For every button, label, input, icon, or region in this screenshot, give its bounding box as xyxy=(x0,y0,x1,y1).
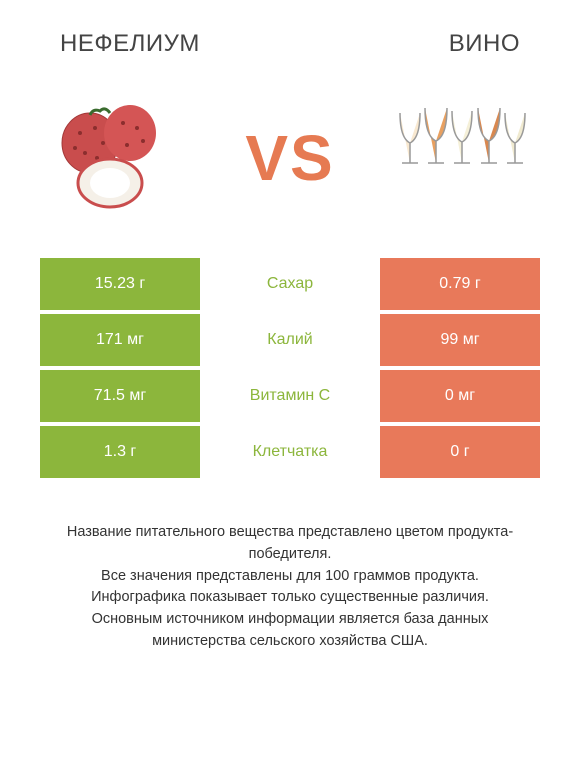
right-product-title: ВИНО xyxy=(449,30,520,58)
table-row: 71.5 мг Витамин C 0 мг xyxy=(40,370,540,422)
footer-line: Все значения представлены для 100 граммо… xyxy=(45,566,535,588)
nutrient-name: Калий xyxy=(200,314,380,366)
footer-line: Название питательного вещества представл… xyxy=(45,522,535,566)
left-value: 71.5 мг xyxy=(40,370,200,422)
table-row: 1.3 г Клетчатка 0 г xyxy=(40,426,540,478)
header: НЕФЕЛИУМ ВИНО xyxy=(0,0,580,78)
left-value: 171 мг xyxy=(40,314,200,366)
vs-label: VS xyxy=(245,121,334,195)
nutrient-name: Клетчатка xyxy=(200,426,380,478)
nutrient-name: Витамин C xyxy=(200,370,380,422)
left-value: 15.23 г xyxy=(40,258,200,310)
footer-line: Инфографика показывает только существенн… xyxy=(45,587,535,609)
left-product-title: НЕФЕЛИУМ xyxy=(60,30,200,58)
left-product-image xyxy=(50,98,190,218)
lychee-icon xyxy=(55,103,185,213)
table-row: 15.23 г Сахар 0.79 г xyxy=(40,258,540,310)
nutrient-name: Сахар xyxy=(200,258,380,310)
vs-section: VS xyxy=(0,78,580,258)
left-value: 1.3 г xyxy=(40,426,200,478)
right-value: 99 мг xyxy=(380,314,540,366)
right-value: 0.79 г xyxy=(380,258,540,310)
right-value: 0 г xyxy=(380,426,540,478)
right-value: 0 мг xyxy=(380,370,540,422)
wine-glasses-icon xyxy=(390,103,530,213)
footer-notes: Название питательного вещества представл… xyxy=(0,482,580,673)
table-row: 171 мг Калий 99 мг xyxy=(40,314,540,366)
right-product-image xyxy=(390,98,530,218)
comparison-table: 15.23 г Сахар 0.79 г 171 мг Калий 99 мг … xyxy=(0,258,580,478)
footer-line: Основным источником информации является … xyxy=(45,609,535,653)
